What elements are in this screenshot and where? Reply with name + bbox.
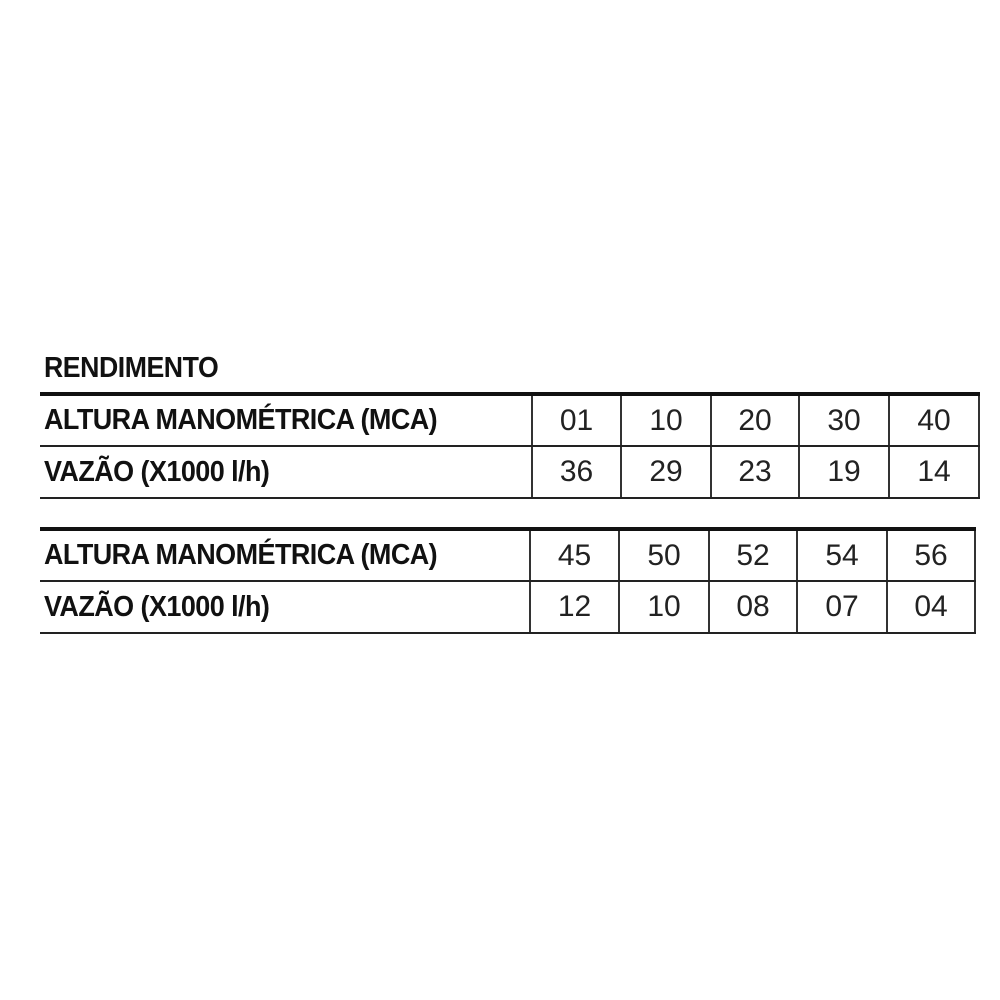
cell: 56 [886,527,976,582]
cell: 36 [531,446,621,499]
cell: 40 [888,392,980,447]
cell: 54 [796,527,887,582]
cell: 19 [798,446,889,499]
cell: 14 [888,446,980,499]
cell: 10 [618,581,709,634]
performance-table-1: ALTURA MANOMÉTRICA (MCA) 01 10 20 30 40 … [40,392,980,499]
row-label: VAZÃO (X1000 l/h) [40,446,532,499]
cell: 12 [529,581,619,634]
table-row: ALTURA MANOMÉTRICA (MCA) 45 50 52 54 56 [40,527,976,582]
cell: 01 [531,392,621,447]
cell: 30 [798,392,889,447]
row-label: ALTURA MANOMÉTRICA (MCA) [40,392,532,447]
cell: 20 [710,392,799,447]
row-label: ALTURA MANOMÉTRICA (MCA) [40,527,530,582]
table-row: VAZÃO (X1000 l/h) 36 29 23 19 14 [40,446,980,499]
cell: 08 [708,581,797,634]
cell: 23 [710,446,799,499]
row-label: VAZÃO (X1000 l/h) [40,581,530,634]
cell: 07 [796,581,887,634]
performance-table-2: ALTURA MANOMÉTRICA (MCA) 45 50 52 54 56 … [40,527,976,634]
cell: 50 [618,527,709,582]
table-row: ALTURA MANOMÉTRICA (MCA) 01 10 20 30 40 [40,392,980,447]
table-row: VAZÃO (X1000 l/h) 12 10 08 07 04 [40,581,976,634]
cell: 10 [620,392,711,447]
section-title: RENDIMENTO [44,352,219,384]
cell: 04 [886,581,976,634]
cell: 45 [529,527,619,582]
cell: 29 [620,446,711,499]
cell: 52 [708,527,797,582]
